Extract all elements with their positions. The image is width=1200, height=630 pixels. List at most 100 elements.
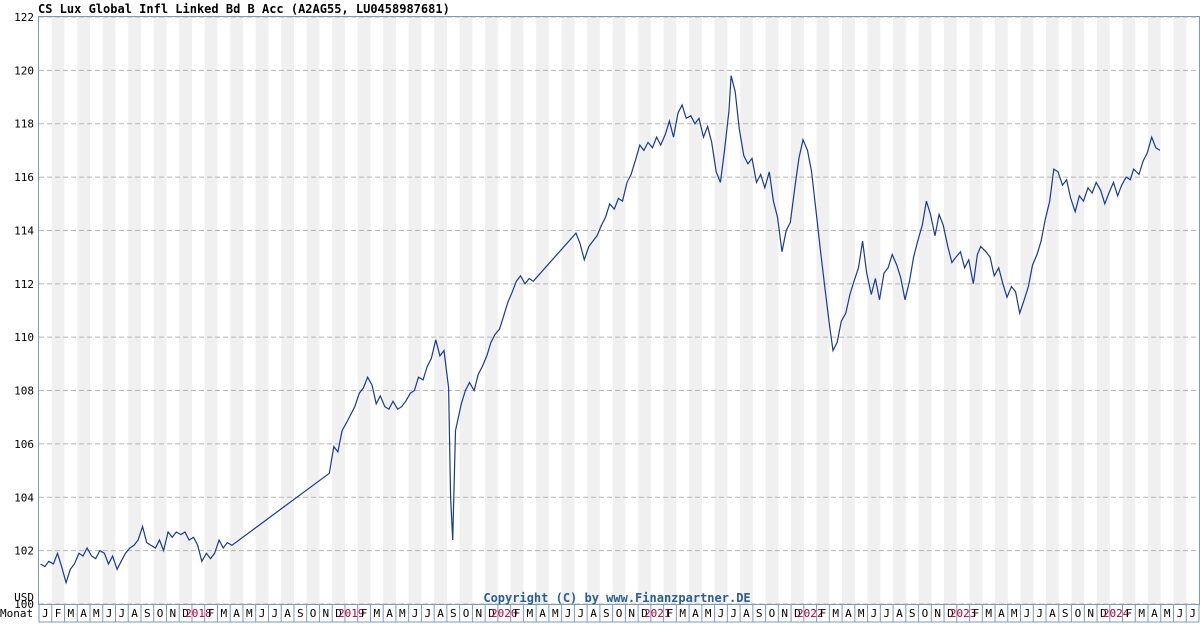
year-label: 2019 — [338, 607, 365, 620]
year-label: 2021 — [644, 607, 671, 620]
month-band — [740, 17, 753, 604]
month-band — [255, 17, 269, 604]
month-label: J — [272, 607, 279, 620]
month-band — [510, 17, 524, 604]
month-label: A — [539, 607, 546, 620]
month-label: N — [475, 607, 482, 620]
month-label: D — [794, 607, 801, 620]
y-axis-label: USD — [14, 591, 34, 604]
y-tick-label: 100 — [14, 598, 34, 611]
month-band — [1046, 17, 1059, 604]
month-label: O — [1075, 607, 1082, 620]
month-label: M — [373, 607, 380, 620]
year-label: 2022 — [797, 607, 824, 620]
month-label: A — [233, 607, 240, 620]
month-band — [842, 17, 855, 604]
month-label: F — [514, 607, 521, 620]
month-label: J — [565, 607, 572, 620]
month-band — [434, 17, 447, 604]
month-label: F — [55, 607, 62, 620]
month-band — [230, 17, 243, 604]
month-band — [1020, 17, 1034, 604]
y-tick-label: 112 — [14, 278, 34, 291]
month-band — [714, 17, 728, 604]
month-label: M — [705, 607, 712, 620]
month-label: J — [412, 607, 419, 620]
month-band — [663, 17, 677, 604]
month-band — [944, 17, 957, 604]
month-label: M — [552, 607, 559, 620]
month-label: A — [386, 607, 393, 620]
series-line — [40, 75, 1161, 585]
y-tick-label: 108 — [14, 385, 34, 398]
month-band — [867, 17, 881, 604]
month-label: A — [437, 607, 444, 620]
month-label: F — [820, 607, 827, 620]
month-label: J — [577, 607, 584, 620]
month-label: M — [221, 607, 228, 620]
month-label: J — [718, 607, 725, 620]
month-band — [638, 17, 651, 604]
month-band — [612, 17, 626, 604]
y-axis: 100 102 104 106 108 110 112 114 116 118 120 122 — [14, 11, 34, 611]
month-label: F — [361, 607, 368, 620]
month-label: A — [896, 607, 903, 620]
y-tick-label: 114 — [14, 224, 34, 237]
month-label: D — [335, 607, 342, 620]
month-label: A — [692, 607, 699, 620]
month-band — [383, 17, 396, 604]
month-label: J — [106, 607, 113, 620]
month-label: M — [93, 607, 100, 620]
month-label: O — [616, 607, 623, 620]
month-label: J — [871, 607, 878, 620]
y-tick-label: 120 — [14, 64, 34, 77]
month-band — [357, 17, 371, 604]
month-label: O — [769, 607, 776, 620]
month-band — [204, 17, 218, 604]
month-label: A — [1151, 607, 1158, 620]
month-label: M — [68, 607, 75, 620]
month-label: S — [756, 607, 763, 620]
month-label: F — [973, 607, 980, 620]
month-label: A — [1049, 607, 1056, 620]
month-label: J — [119, 607, 126, 620]
month-label: O — [463, 607, 470, 620]
month-band — [969, 17, 983, 604]
month-label: D — [488, 607, 495, 620]
month-band — [918, 17, 932, 604]
month-label: S — [1062, 607, 1069, 620]
year-label: 2024 — [1103, 607, 1130, 620]
month-label: A — [743, 607, 750, 620]
month-band — [128, 17, 141, 604]
month-label: J — [424, 607, 431, 620]
year-label: 2018 — [185, 607, 212, 620]
month-band — [408, 17, 422, 604]
month-label: J — [1036, 607, 1043, 620]
month-bands — [51, 17, 1187, 604]
month-band — [281, 17, 294, 604]
month-label: A — [590, 607, 597, 620]
month-label: O — [157, 607, 164, 620]
month-band — [77, 17, 90, 604]
month-label: A — [131, 607, 138, 620]
month-label: J — [259, 607, 266, 620]
month-label: D — [1100, 607, 1107, 620]
month-label: A — [845, 607, 852, 620]
y-tick-label: 110 — [14, 331, 34, 344]
year-label: 2023 — [950, 607, 977, 620]
month-label: N — [628, 607, 635, 620]
month-label: J — [883, 607, 890, 620]
month-label: M — [858, 607, 865, 620]
month-label: O — [922, 607, 929, 620]
month-band — [332, 17, 345, 604]
month-label: F — [208, 607, 215, 620]
month-label: S — [603, 607, 610, 620]
x-axis-label: Monat — [0, 607, 33, 620]
month-band — [1148, 17, 1161, 604]
month-band — [765, 17, 779, 604]
month-band — [587, 17, 600, 604]
month-band — [179, 17, 192, 604]
month-band — [153, 17, 167, 604]
year-label: 2020 — [491, 607, 518, 620]
chart-title: CS Lux Global Infl Linked Bd B Acc (A2AG… — [38, 2, 450, 16]
